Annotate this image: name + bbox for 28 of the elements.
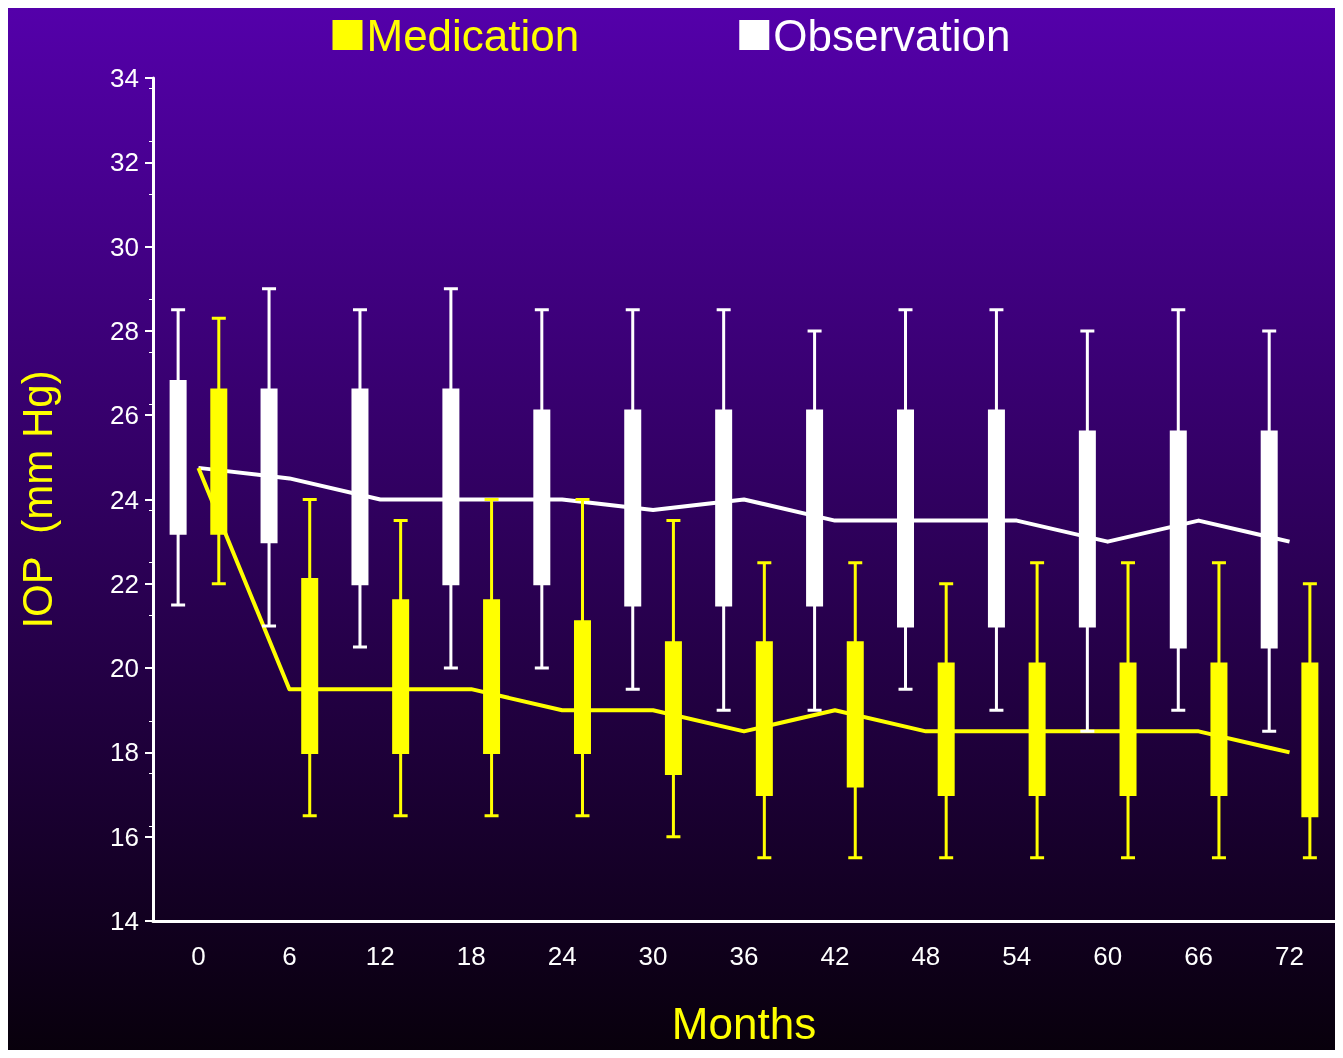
x-tick-label: 18 [456,941,486,971]
x-tick-label: 54 [1002,941,1032,971]
x-tick-label: 30 [638,941,668,971]
x-tick-label: 6 [282,941,297,971]
x-tick-label: 24 [547,941,577,971]
x-tick-label: 36 [729,941,759,971]
y-tick-label: 26 [110,400,139,431]
x-axis-title: Months [671,998,817,1048]
y-tick-label: 18 [110,737,139,768]
x-tick-label: 12 [365,941,395,971]
legend-label: Medication [366,10,580,60]
y-tick-label: 24 [110,484,139,515]
y-tick-label: 22 [110,568,139,599]
y-tick-label: 14 [110,906,139,936]
legend-label: Observation [773,10,1011,60]
x-tick-label: 0 [191,941,206,971]
x-tick-label: 60 [1093,941,1123,971]
y-tick-label: 34 [110,63,139,93]
x-tick-label: 72 [1275,941,1304,971]
y-tick-label: 30 [110,231,139,262]
x-tick-label: 66 [1184,941,1214,971]
y-tick-label: 16 [110,821,139,852]
y-tick-label: 32 [110,147,139,178]
x-tick-label: 42 [820,941,850,971]
y-tick-label: 20 [110,653,139,684]
y-tick-label: 28 [110,315,139,346]
y-axis-title: IOP (mm Hg) [13,370,61,629]
x-tick-label: 48 [911,941,941,971]
